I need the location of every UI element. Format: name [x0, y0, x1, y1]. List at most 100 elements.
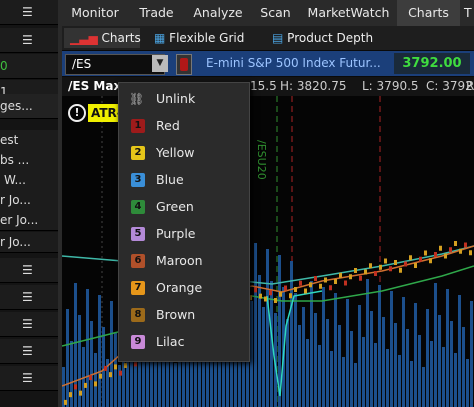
- sidebar-mark: 1: [0, 85, 8, 99]
- volume-texture: [362, 337, 365, 407]
- study-badge[interactable]: ATR-: [88, 104, 125, 122]
- volume-texture: [302, 307, 305, 407]
- volume-texture: [126, 339, 129, 407]
- sidebar-mark: 0: [0, 59, 8, 73]
- candle-texture: [74, 384, 77, 390]
- volume-texture: [206, 349, 209, 407]
- subtab[interactable]: ▦ Flexible Grid: [154, 31, 245, 45]
- tab[interactable]: Scan: [251, 0, 301, 26]
- tab[interactable]: MarketWatch: [300, 0, 398, 26]
- candle-texture: [364, 269, 367, 275]
- unlink-icon: ⛓: [129, 92, 145, 106]
- volume-texture: [422, 367, 425, 407]
- symbol-input[interactable]: /ES: [65, 54, 165, 75]
- candle-texture: [434, 252, 437, 257]
- volume-texture: [318, 345, 321, 407]
- alert-icon[interactable]: !: [68, 104, 86, 122]
- symbol-dropdown[interactable]: ▼: [152, 55, 168, 72]
- candle-texture: [454, 241, 457, 246]
- chart-title: /ES Max: [68, 79, 122, 93]
- menu-item[interactable]: 3 Blue: [119, 167, 249, 193]
- menu-label: Red: [156, 118, 180, 133]
- sidebar-row[interactable]: ☰: [0, 339, 58, 364]
- quote-low: L: 3790.5: [362, 79, 419, 93]
- volume-texture: [314, 313, 317, 407]
- tab[interactable]: Trade: [128, 0, 186, 26]
- last-price: 3792.00: [394, 53, 470, 74]
- sidebar-row[interactable]: r Jo...: [0, 190, 58, 211]
- menu-label: Lilac: [156, 334, 185, 349]
- volume-texture: [426, 309, 429, 407]
- menu-item[interactable]: 4 Green: [119, 194, 249, 220]
- sidebar-row[interactable]: ☰: [0, 28, 58, 53]
- candle-texture: [284, 285, 287, 291]
- tab[interactable]: T: [460, 0, 474, 26]
- link-button[interactable]: [176, 54, 192, 75]
- candle-texture: [69, 392, 72, 398]
- color-number: 6: [131, 254, 145, 268]
- menu-item[interactable]: 9 Lilac: [119, 329, 249, 355]
- volume-texture: [274, 313, 277, 407]
- splitter[interactable]: [58, 0, 62, 407]
- subtab[interactable]: ▁▃▅ Charts: [64, 28, 141, 48]
- volume-texture: [170, 331, 173, 407]
- subtab[interactable]: ▤ Product Depth: [272, 31, 374, 45]
- sidebar-row[interactable]: ☰: [0, 312, 58, 337]
- candle-texture: [429, 258, 432, 264]
- candle-texture: [119, 370, 122, 376]
- menu-item[interactable]: ⛓ Unlink: [119, 86, 249, 112]
- sidebar-row[interactable]: W...: [0, 170, 58, 191]
- sidebar-row[interactable]: bs ...: [0, 150, 58, 171]
- menu-item[interactable]: 5 Purple: [119, 221, 249, 247]
- volume-texture: [86, 289, 89, 407]
- color-number: 3: [131, 173, 145, 187]
- candle-texture: [279, 291, 282, 297]
- volume-texture: [462, 327, 465, 407]
- candle-texture: [89, 375, 92, 381]
- candle-texture: [334, 279, 337, 284]
- volume-texture: [66, 309, 69, 407]
- sidebar-text: er Jo...: [0, 213, 39, 227]
- menu-item[interactable]: 8 Brown: [119, 302, 249, 328]
- tab[interactable]: Analyze: [185, 0, 252, 26]
- sidebar-row[interactable]: ☰: [0, 285, 58, 310]
- sidebar-row[interactable]: est: [0, 130, 58, 151]
- tab[interactable]: Charts: [397, 0, 461, 26]
- chart-label: /ESU20: [255, 140, 268, 180]
- candle-texture: [294, 287, 297, 292]
- menu-item[interactable]: 2 Yellow: [119, 140, 249, 166]
- volume-texture: [418, 335, 421, 407]
- sidebar-text: est: [0, 133, 19, 147]
- sidebar-row[interactable]: ges...: [0, 94, 58, 119]
- menu-item[interactable]: 7 Orange: [119, 275, 249, 301]
- candle-texture: [259, 293, 262, 299]
- menu-item[interactable]: 1 Red: [119, 113, 249, 139]
- volume-texture: [346, 299, 349, 407]
- volume-texture: [326, 319, 329, 407]
- sidebar-row[interactable]: ☰: [0, 0, 58, 25]
- sidebar-row[interactable]: er Jo...: [0, 210, 58, 231]
- volume-texture: [82, 347, 85, 407]
- volume-texture: [394, 323, 397, 407]
- candle-texture: [394, 260, 397, 265]
- sidebar-row[interactable]: r Jo...: [0, 232, 58, 253]
- menu-item[interactable]: 6 Maroon: [119, 248, 249, 274]
- color-number: 9: [131, 335, 145, 349]
- candle-texture: [274, 298, 277, 303]
- volume-texture: [378, 285, 381, 407]
- sidebar-row[interactable]: ☰: [0, 366, 58, 391]
- volume-texture: [74, 283, 77, 407]
- sidebar-row[interactable]: ☰: [0, 258, 58, 283]
- candle-texture: [289, 293, 292, 299]
- sidebar-text: r Jo...: [0, 235, 31, 249]
- volume-texture: [158, 325, 161, 407]
- candle-texture: [344, 280, 347, 286]
- sidebar-row[interactable]: 0: [0, 54, 58, 79]
- candle-texture: [99, 373, 102, 379]
- sidebar: ☰ ☰ 0 1 ges... est bs ... W... r Jo... e…: [0, 0, 58, 407]
- volume-texture: [374, 343, 377, 407]
- tab[interactable]: Monitor: [62, 0, 129, 26]
- volume-texture: [62, 367, 65, 407]
- volume-texture: [102, 327, 105, 407]
